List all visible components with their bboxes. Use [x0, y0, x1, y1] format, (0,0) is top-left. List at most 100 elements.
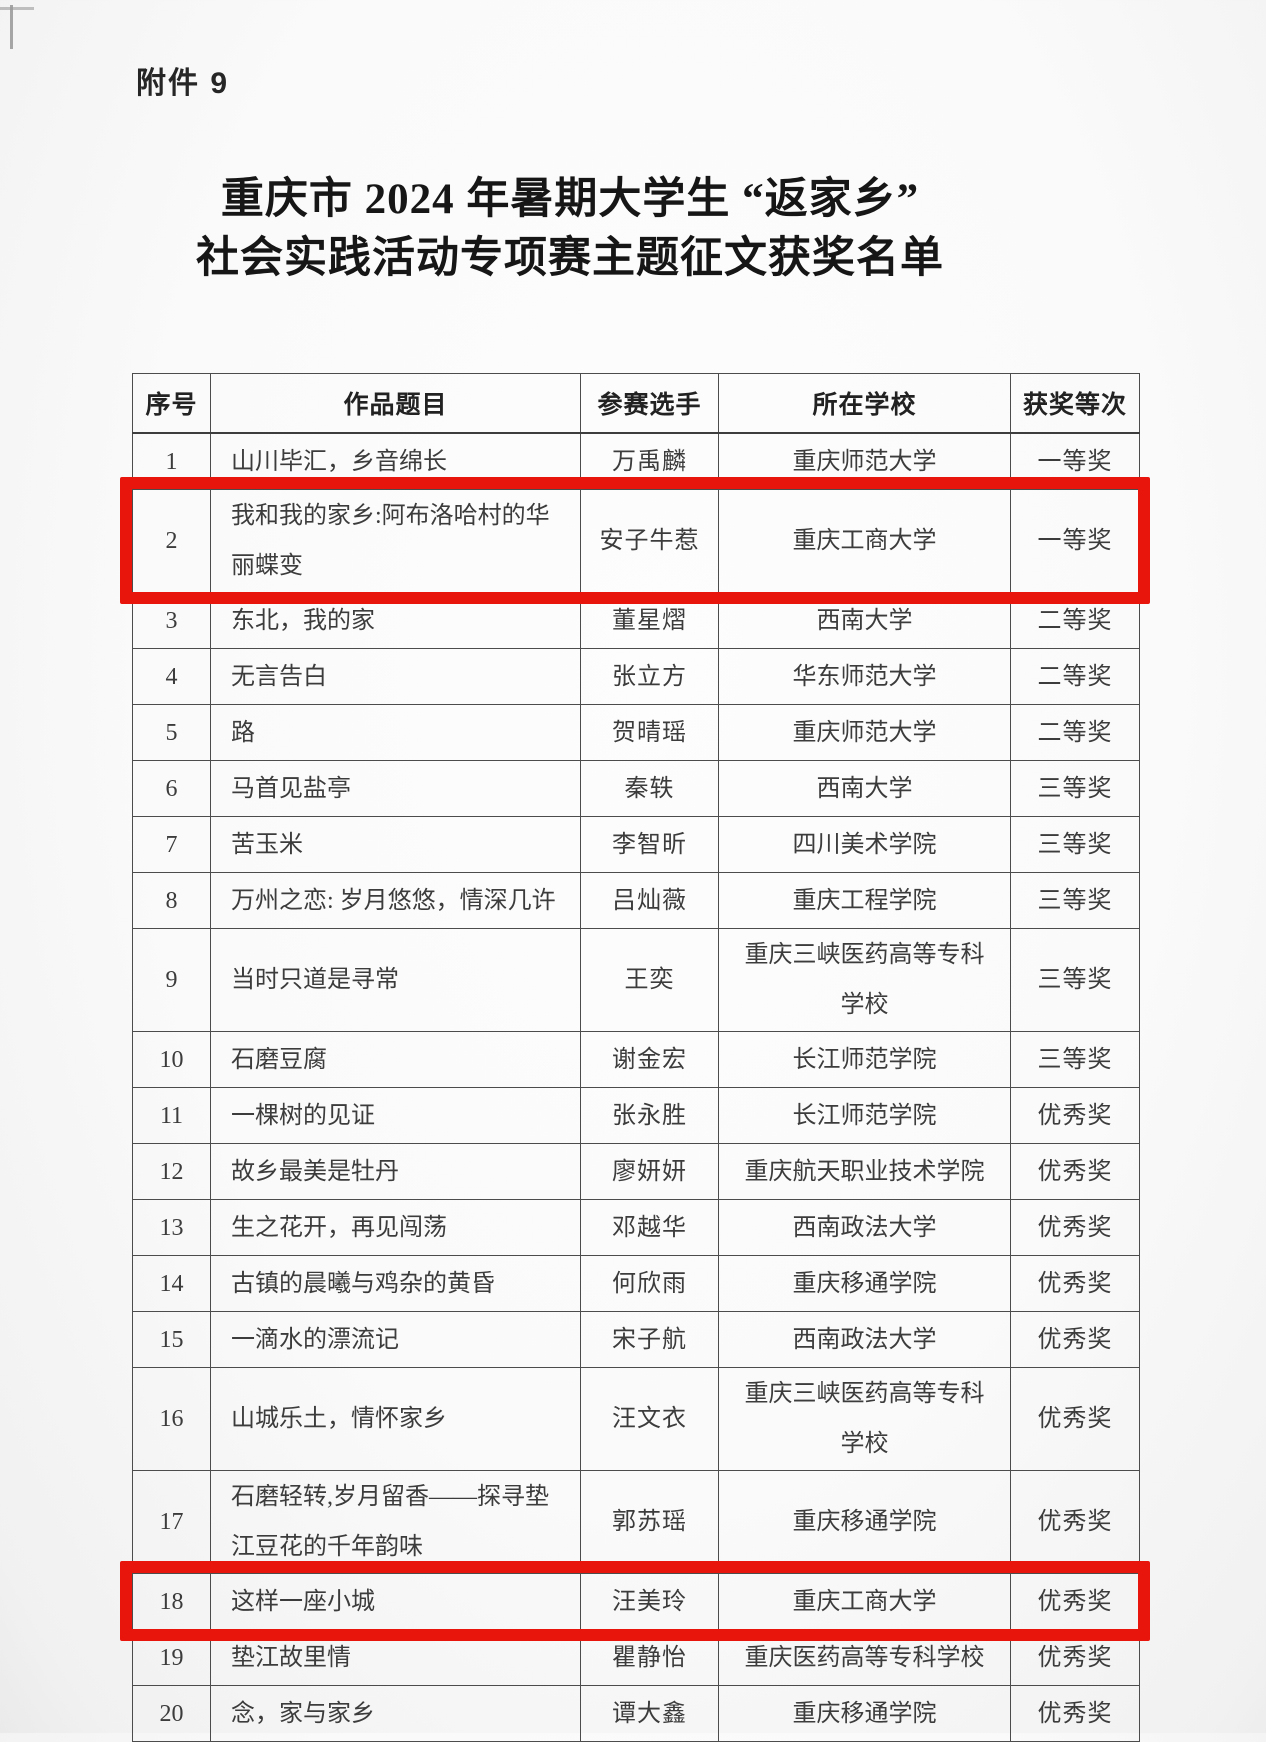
cell-award: 优秀奖 — [1010, 1199, 1140, 1256]
cell-award: 优秀奖 — [1010, 1629, 1140, 1686]
cell-title: 念，家与家乡 — [210, 1685, 581, 1742]
cell-title: 万州之恋: 岁月悠悠，情深几许 — [210, 872, 581, 929]
cell-title: 石磨轻转,岁月留香——探寻垫江豆花的千年韵味 — [210, 1470, 581, 1574]
scan-artifact-horizontal — [0, 7, 34, 10]
cell-title: 石磨豆腐 — [210, 1031, 581, 1088]
cell-title: 这样一座小城 — [210, 1573, 581, 1630]
table-row: 11 一棵树的见证 张永胜 长江师范学院 优秀奖 — [132, 1087, 1140, 1144]
cell-award: 优秀奖 — [1010, 1367, 1140, 1471]
cell-award: 三等奖 — [1010, 760, 1140, 817]
cell-school: 重庆航天职业技术学院 — [718, 1143, 1011, 1200]
cell-school: 西南政法大学 — [718, 1311, 1011, 1368]
table-row: 8 万州之恋: 岁月悠悠，情深几许 吕灿薇 重庆工程学院 三等奖 — [132, 872, 1140, 929]
cell-index: 6 — [132, 760, 211, 817]
cell-contestant: 汪文衣 — [580, 1367, 719, 1471]
cell-index: 18 — [132, 1573, 211, 1630]
cell-title: 古镇的晨曦与鸡杂的黄昏 — [210, 1255, 581, 1312]
cell-contestant: 谭大鑫 — [580, 1685, 719, 1742]
cell-contestant: 廖妍妍 — [580, 1143, 719, 1200]
table-row: 9 当时只道是寻常 王奕 重庆三峡医药高等专科学校 三等奖 — [132, 928, 1140, 1032]
table-row: 15 一滴水的漂流记 宋子航 西南政法大学 优秀奖 — [132, 1311, 1140, 1368]
cell-index: 17 — [132, 1470, 211, 1574]
cell-contestant: 秦轶 — [580, 760, 719, 817]
cell-index: 12 — [132, 1143, 211, 1200]
cell-school: 长江师范学院 — [718, 1087, 1011, 1144]
cell-title: 生之花开，再见闯荡 — [210, 1199, 581, 1256]
cell-award: 二等奖 — [1010, 592, 1140, 649]
cell-contestant: 吕灿薇 — [580, 872, 719, 929]
cell-title: 一滴水的漂流记 — [210, 1311, 581, 1368]
cell-index: 9 — [132, 928, 211, 1032]
cell-contestant: 李智昕 — [580, 816, 719, 873]
col-header-title: 作品题目 — [210, 373, 581, 434]
cell-award: 三等奖 — [1010, 1031, 1140, 1088]
cell-award: 优秀奖 — [1010, 1470, 1140, 1574]
cell-title: 无言告白 — [210, 648, 581, 705]
results-table: 序号 作品题目 参赛选手 所在学校 获奖等次 1 山川毕汇，乡音绵长 万禹麟 重… — [132, 373, 1140, 1742]
cell-index: 4 — [132, 648, 211, 705]
cell-school: 长江师范学院 — [718, 1031, 1011, 1088]
cell-contestant: 汪美玲 — [580, 1573, 719, 1630]
cell-award: 优秀奖 — [1010, 1311, 1140, 1368]
cell-title: 当时只道是寻常 — [210, 928, 581, 1032]
cell-title: 我和我的家乡:阿布洛哈村的华丽蝶变 — [210, 489, 581, 593]
cell-index: 20 — [132, 1685, 211, 1742]
cell-school: 重庆工商大学 — [718, 489, 1011, 593]
cell-index: 2 — [132, 489, 211, 593]
cell-school: 重庆三峡医药高等专科学校 — [718, 928, 1011, 1032]
col-header-award: 获奖等次 — [1010, 373, 1140, 434]
cell-school: 重庆移通学院 — [718, 1685, 1011, 1742]
cell-index: 8 — [132, 872, 211, 929]
cell-award: 三等奖 — [1010, 928, 1140, 1032]
cell-school: 重庆移通学院 — [718, 1470, 1011, 1574]
cell-index: 1 — [132, 432, 211, 490]
table-row: 12 故乡最美是牡丹 廖妍妍 重庆航天职业技术学院 优秀奖 — [132, 1143, 1140, 1200]
cell-school: 重庆移通学院 — [718, 1255, 1011, 1312]
cell-contestant: 何欣雨 — [580, 1255, 719, 1312]
cell-award: 二等奖 — [1010, 648, 1140, 705]
cell-index: 19 — [132, 1629, 211, 1686]
table-row: 19 垫江故里情 瞿静怡 重庆医药高等专科学校 优秀奖 — [132, 1629, 1140, 1686]
table-row: 20 念，家与家乡 谭大鑫 重庆移通学院 优秀奖 — [132, 1685, 1140, 1742]
cell-contestant: 贺晴瑶 — [580, 704, 719, 761]
cell-award: 一等奖 — [1010, 432, 1140, 490]
cell-award: 三等奖 — [1010, 872, 1140, 929]
cell-award: 优秀奖 — [1010, 1143, 1140, 1200]
cell-index: 5 — [132, 704, 211, 761]
cell-school: 重庆工程学院 — [718, 872, 1011, 929]
table-row: 6 马首见盐亭 秦轶 西南大学 三等奖 — [132, 760, 1140, 817]
scan-artifact-vertical — [10, 5, 13, 49]
col-header-contestant: 参赛选手 — [580, 373, 719, 434]
cell-contestant: 安子牛惹 — [580, 489, 719, 593]
table-row: 10 石磨豆腐 谢金宏 长江师范学院 三等奖 — [132, 1031, 1140, 1088]
table-row: 7 苦玉米 李智昕 四川美术学院 三等奖 — [132, 816, 1140, 873]
cell-award: 一等奖 — [1010, 489, 1140, 593]
cell-award: 优秀奖 — [1010, 1685, 1140, 1742]
page-title-line2: 社会实践活动专项赛主题征文获奖名单 — [196, 235, 944, 282]
cell-school: 重庆医药高等专科学校 — [718, 1629, 1011, 1686]
cell-title: 山城乐土，情怀家乡 — [210, 1367, 581, 1471]
cell-school: 重庆三峡医药高等专科学校 — [718, 1367, 1011, 1471]
col-header-school: 所在学校 — [718, 373, 1011, 434]
cell-title: 一棵树的见证 — [210, 1087, 581, 1144]
table-row: 1 山川毕汇，乡音绵长 万禹麟 重庆师范大学 一等奖 — [132, 432, 1140, 490]
cell-index: 15 — [132, 1311, 211, 1368]
cell-contestant: 郭苏瑶 — [580, 1470, 719, 1574]
cell-title: 故乡最美是牡丹 — [210, 1143, 581, 1200]
cell-index: 7 — [132, 816, 211, 873]
cell-title: 垫江故里情 — [210, 1629, 581, 1686]
cell-school: 西南大学 — [718, 760, 1011, 817]
table-row: 3 东北，我的家 董星熠 西南大学 二等奖 — [132, 592, 1140, 649]
cell-school: 西南政法大学 — [718, 1199, 1011, 1256]
cell-school: 重庆工商大学 — [718, 1573, 1011, 1630]
table-row: 13 生之花开，再见闯荡 邓越华 西南政法大学 优秀奖 — [132, 1199, 1140, 1256]
table-wrapper: 序号 作品题目 参赛选手 所在学校 获奖等次 1 山川毕汇，乡音绵长 万禹麟 重… — [120, 373, 1150, 1742]
cell-contestant: 宋子航 — [580, 1311, 719, 1368]
cell-award: 三等奖 — [1010, 816, 1140, 873]
cell-school: 重庆师范大学 — [718, 704, 1011, 761]
cell-index: 3 — [132, 592, 211, 649]
cell-title: 马首见盐亭 — [210, 760, 581, 817]
cell-title: 路 — [210, 704, 581, 761]
cell-title: 山川毕汇，乡音绵长 — [210, 432, 581, 490]
